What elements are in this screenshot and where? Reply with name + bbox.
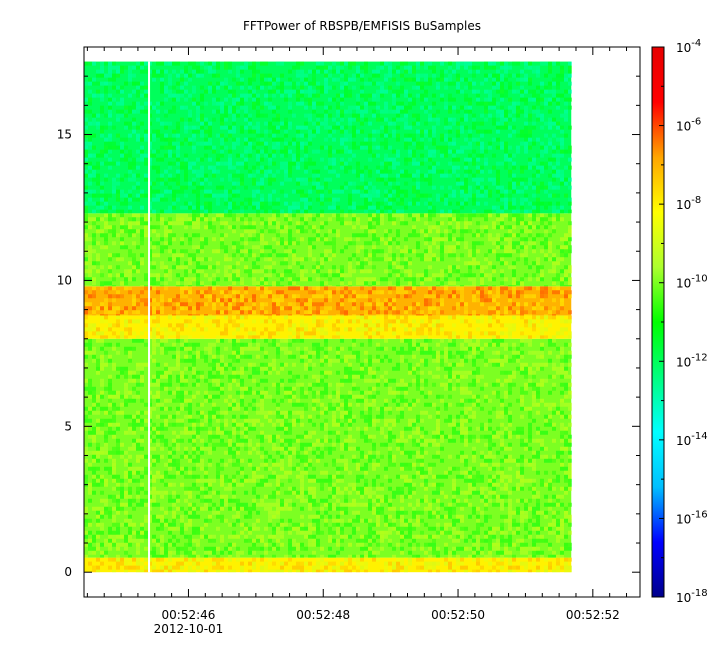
y-tick-label: 15 (57, 128, 72, 142)
x-tick-label: 00:52:52 (566, 608, 620, 622)
spectral-band (84, 61, 572, 214)
y-tick-label: 0 (64, 565, 72, 579)
y-tick-label: 10 (57, 273, 72, 287)
y-axis: 0 5 10 15 (57, 46, 640, 579)
colorbar-tick-label: 10-14 (676, 431, 708, 448)
spectral-band (84, 338, 572, 558)
colorbar-ticks: 10-4 10-6 10-8 10-10 10-12 10-14 10-16 10-18 (659, 38, 708, 605)
x-tick-label: 00:52:46 (162, 608, 216, 622)
data-gap (148, 61, 151, 573)
x-tick-label: 00:52:50 (431, 608, 485, 622)
y-tick-label: 5 (64, 419, 72, 433)
spectral-band (84, 286, 572, 316)
spectrogram-heatmap (84, 61, 572, 573)
x-tick-label: 00:52:48 (296, 608, 350, 622)
spectral-band (84, 557, 572, 573)
spectral-band (84, 213, 572, 287)
chart-title: FFTPower of RBSPB/EMFISIS BuSamples (243, 19, 481, 33)
colorbar-tick-label: 10-18 (676, 588, 708, 605)
colorbar-tick-label: 10-10 (676, 274, 708, 291)
plot-area (83, 46, 641, 598)
x-tick-date-label: 2012-10-01 (154, 622, 224, 636)
colorbar-tick-label: 10-4 (676, 38, 701, 55)
spectral-band (84, 315, 572, 339)
colorbar-tick-label: 10-16 (676, 509, 708, 526)
colorbar-tick-label: 10-12 (676, 352, 708, 369)
colorbar: 10-4 10-6 10-8 10-10 10-12 10-14 10-16 10-18 (651, 38, 708, 605)
plot-border (83, 46, 641, 598)
colorbar-tick-label: 10-6 (676, 117, 701, 134)
colorbar-tick-label: 10-8 (676, 195, 701, 212)
